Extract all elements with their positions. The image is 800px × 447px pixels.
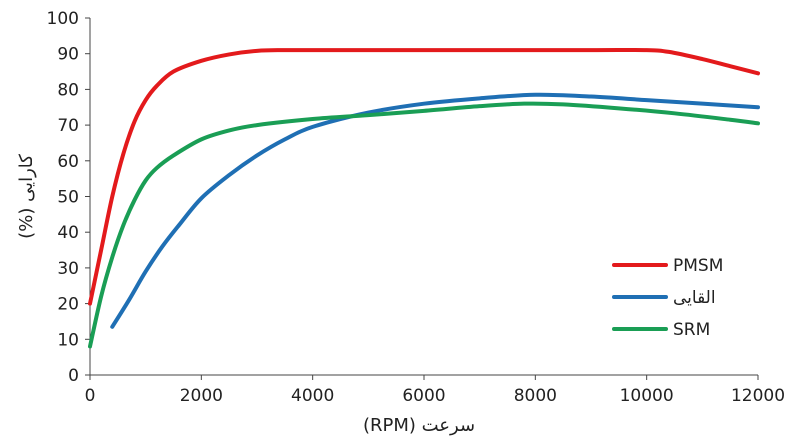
y-ticks: 0 10 20 30 40 50 60 70 80 90 100 [47,9,90,386]
x-tick-label: 4000 [291,386,334,406]
y-tick-label: 0 [68,366,79,386]
x-tick-label: 8000 [514,386,557,406]
y-tick-label: 80 [57,80,79,100]
y-tick-label: 70 [57,116,79,136]
series-lines [88,47,760,349]
axes [89,18,758,376]
legend-label-pmsm: PMSM [673,256,723,276]
x-tick-label: 2000 [180,386,223,406]
legend-label-srm: SRM [673,320,710,340]
y-tick-label: 40 [57,223,79,243]
y-tick-label: 100 [47,9,79,29]
series-line-pmsm [88,47,760,306]
y-tick-label: 50 [57,188,79,208]
x-tick-label: 12000 [731,386,785,406]
legend: PMSM القایی SRM [612,256,723,340]
x-tick-label: 0 [85,386,96,406]
x-ticks: 0 2000 4000 6000 8000 10000 12000 [85,375,785,406]
y-axis-title: کارایی (%) [16,154,37,239]
series-line-srm [88,101,760,349]
x-tick-label: 10000 [620,386,674,406]
x-axis-title: سرعت (RPM) [363,415,475,436]
y-tick-label: 20 [57,295,79,315]
y-tick-label: 60 [57,152,79,172]
series-line-induction [110,92,760,329]
y-tick-label: 30 [57,259,79,279]
legend-label-induction: القایی [673,288,716,308]
y-tick-label: 10 [57,330,79,350]
x-tick-label: 6000 [402,386,445,406]
y-tick-label: 90 [57,45,79,65]
